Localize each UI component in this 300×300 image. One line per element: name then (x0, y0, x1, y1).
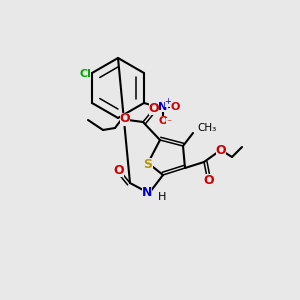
Text: O: O (149, 101, 159, 115)
Text: +: + (164, 98, 171, 106)
Text: O: O (120, 112, 130, 125)
Text: H: H (158, 192, 166, 202)
Text: O: O (158, 116, 168, 126)
Text: N: N (142, 185, 152, 199)
Text: Cl: Cl (79, 69, 91, 79)
Text: O: O (216, 143, 226, 157)
Text: O: O (204, 173, 214, 187)
Text: S: S (143, 158, 152, 170)
Text: CH₃: CH₃ (197, 123, 216, 133)
Text: ⁻: ⁻ (167, 118, 172, 128)
Text: O: O (114, 164, 124, 176)
Text: O: O (170, 102, 180, 112)
Text: N: N (158, 102, 168, 112)
